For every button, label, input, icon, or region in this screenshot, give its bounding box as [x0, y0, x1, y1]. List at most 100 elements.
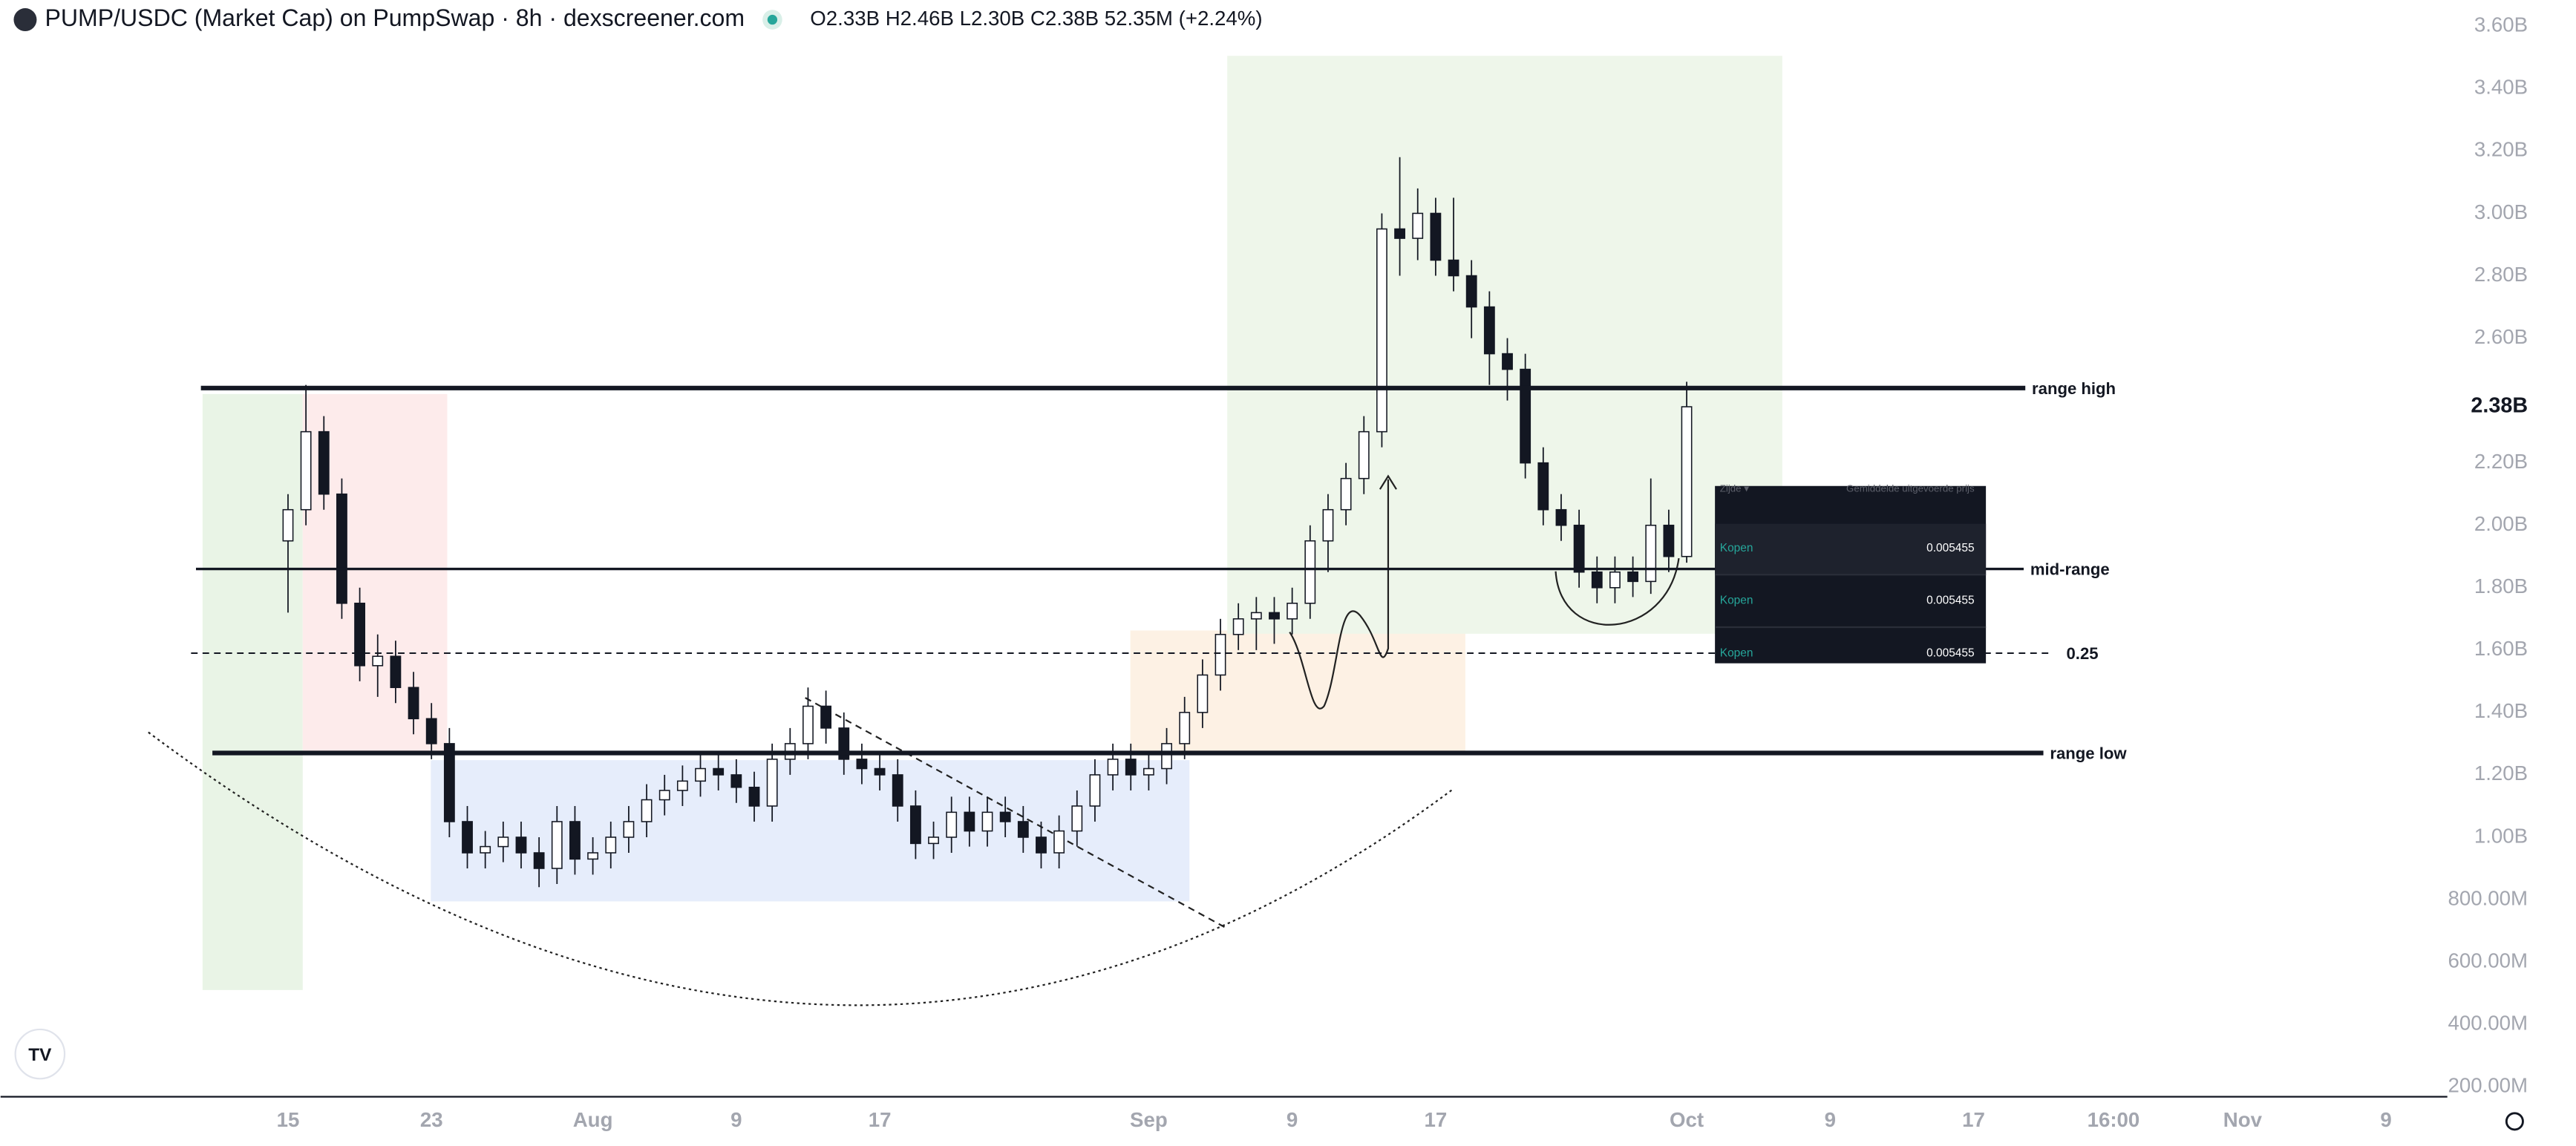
- x-tick-label: Aug: [573, 1108, 613, 1131]
- candle-body: [928, 836, 939, 845]
- y-tick-label: 400.00M: [2448, 1011, 2528, 1034]
- x-tick-label: 9: [2380, 1108, 2391, 1131]
- x-tick-label: 17: [1425, 1108, 1448, 1131]
- candle-body: [1125, 759, 1137, 776]
- candle-body: [1017, 821, 1029, 838]
- candle-body: [1609, 571, 1621, 589]
- x-tick-label: Oct: [1670, 1108, 1704, 1131]
- trade-panel: Zijde ▾ Gemiddelde uitgevoerde prijs Kop…: [1715, 483, 1987, 664]
- candle-body: [766, 759, 778, 807]
- y-tick-label: 1.80B: [2474, 574, 2528, 597]
- y-tick-label: 2.80B: [2474, 263, 2528, 286]
- candle-body: [623, 821, 635, 838]
- candle-body: [282, 508, 294, 542]
- side: Kopen: [1720, 542, 1753, 554]
- candle-body: [713, 767, 725, 776]
- y-tick-label: 3.40B: [2474, 76, 2528, 99]
- candle-body: [1394, 228, 1405, 239]
- y-tick-label: 3.20B: [2474, 138, 2528, 161]
- x-tick-label: Nov: [2223, 1108, 2263, 1131]
- y-tick-label: 2.20B: [2474, 450, 2528, 473]
- x-tick-label: 17: [869, 1108, 892, 1131]
- x-tick-label: 17: [1962, 1108, 1985, 1131]
- candle-body: [874, 767, 886, 776]
- candle-body: [748, 786, 760, 807]
- candle-body: [730, 774, 742, 788]
- y-tick-label: 1.40B: [2474, 699, 2528, 722]
- candle-body: [1304, 540, 1316, 604]
- candle-body: [1142, 767, 1154, 776]
- panel-header: Zijde ▾: [1720, 483, 1749, 494]
- candle-body: [1430, 212, 1442, 261]
- zone: [202, 393, 303, 990]
- candle-body: [1179, 712, 1191, 744]
- candle-body: [856, 759, 868, 770]
- candle-body: [981, 811, 993, 832]
- y-tick-label: 200.00M: [2448, 1073, 2528, 1096]
- candle-body: [892, 774, 903, 807]
- candle-body: [1502, 353, 1513, 370]
- candle-body: [964, 811, 975, 832]
- chart-title: PUMP/USDC (Market Cap) on PumpSwap · 8h …: [45, 4, 745, 31]
- candle-body: [515, 836, 527, 854]
- candle-body: [462, 821, 473, 854]
- side: Kopen: [1720, 646, 1753, 659]
- x-tick-label: 9: [1287, 1108, 1298, 1131]
- candle-body: [999, 811, 1011, 822]
- candle-body: [1681, 406, 1693, 557]
- axes: 3.60B 3.40B 3.20B 3.00B 2.80B 2.60B 2.20B 2.00B…: [277, 13, 2528, 1132]
- x-tick-label: Sep: [1130, 1108, 1168, 1131]
- candle-body: [802, 705, 814, 744]
- logo: TV: [14, 1028, 66, 1080]
- y-tick-label: 3.00B: [2474, 200, 2528, 223]
- candle-body: [354, 603, 366, 667]
- candle-body: [658, 790, 670, 801]
- candle-body: [909, 805, 921, 845]
- y-tick-label: 1.60B: [2474, 637, 2528, 660]
- candle-body: [1089, 774, 1101, 807]
- y-tick-label: 800.00M: [2448, 886, 2528, 909]
- symbol-icon: [13, 8, 37, 32]
- logo-bg: [14, 1028, 66, 1080]
- arrow: [1289, 479, 1390, 710]
- y-tick-label: 1.20B: [2474, 762, 2528, 785]
- candle-body: [1322, 508, 1334, 542]
- candle-body: [587, 852, 599, 860]
- candle-body: [1465, 275, 1477, 308]
- level-label: range low: [2050, 744, 2127, 763]
- level-label: mid-range: [2030, 560, 2110, 579]
- candle-body: [1537, 462, 1549, 511]
- ohlc-legend: O2.33B H2.46B L2.30B C2.38B 52.35M (+2.2…: [810, 7, 1262, 30]
- x-tick-label: 9: [730, 1108, 742, 1131]
- candle-body: [569, 821, 581, 860]
- level-label: 0.25: [2067, 644, 2099, 663]
- y-tick-label: 3.60B: [2474, 13, 2528, 36]
- level-label: range high: [2032, 379, 2116, 398]
- cup: [1555, 557, 1680, 626]
- candle-body: [372, 655, 384, 667]
- candle-body: [533, 852, 545, 869]
- panel-header: Gemiddelde uitgevoerde prijs: [1846, 483, 1975, 494]
- candle-body: [641, 799, 653, 822]
- candle-body: [1412, 212, 1424, 239]
- candle-body: [1358, 430, 1370, 479]
- candle-body: [1197, 674, 1209, 713]
- arrow-head: [1379, 474, 1397, 490]
- candle-body: [1645, 524, 1657, 583]
- logo-mark: TV: [28, 1045, 52, 1065]
- price: 0.005455: [1926, 542, 1975, 554]
- candle-body: [1520, 368, 1531, 464]
- x-tick-label: 23: [420, 1108, 443, 1131]
- curve: [148, 731, 1453, 1006]
- y-tick-label: 2.00B: [2474, 512, 2528, 535]
- candle-body: [946, 811, 958, 838]
- candle-body: [425, 718, 437, 744]
- candle-body: [1376, 228, 1387, 433]
- candle-body: [695, 767, 706, 782]
- x-tick-label: 16:00: [2088, 1108, 2140, 1131]
- candle-body: [408, 687, 419, 720]
- candle-body: [1215, 634, 1226, 676]
- settings-icon[interactable]: [2505, 1112, 2524, 1131]
- candle-body: [1573, 524, 1585, 573]
